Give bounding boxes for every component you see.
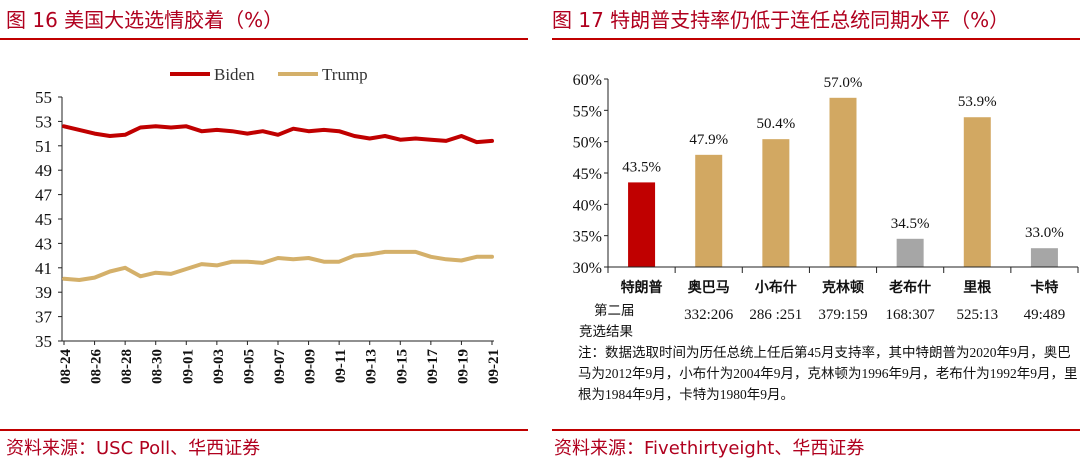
bar-chart: 30% 35% 40% 45% 50% 55% 60% 43.5% 特朗普 47.9% 奥巴马 332… [573,72,1079,340]
category-label: 特朗普 [621,279,663,296]
y-tick-label: 35 [35,332,52,351]
bar-value-label: 47.9% [689,132,728,148]
bar-value-label: 34.5% [891,216,930,232]
bar-value-label: 43.5% [622,159,661,175]
right-source-rule [552,429,1080,431]
x-tick-label: 08-24 [58,349,74,384]
bar-3 [762,139,790,267]
y-tick-label: 30% [573,260,602,277]
bar-value-label: 57.0% [824,75,863,91]
left-source: 资料来源：USC Poll、华西证券 [6,438,261,459]
legend-label-trump: Trump [322,65,368,84]
second-term-result: 49:489 [1024,307,1066,323]
row-label-second-term: 第二届 [594,302,635,319]
bar-6 [963,117,991,267]
y-tick-label: 47 [35,186,53,205]
x-tick-label: 09-21 [486,349,502,384]
bar-value-label: 50.4% [756,116,795,132]
right-panel-title: 图 17 特朗普支持率仍低于连任总统同期水平（%） [552,8,1010,32]
y-tick-label: 50% [573,135,602,152]
y-tick-label: 37 [35,308,53,327]
x-tick-label: 09-03 [211,349,227,384]
category-label: 里根 [963,279,992,296]
x-tick-label: 09-07 [272,349,288,384]
y-tick-label: 45 [35,210,52,229]
bar-1 [628,182,656,267]
y-tick-label: 51 [35,137,52,156]
x-tick-label: 08-30 [150,349,166,384]
x-tick-label: 09-13 [364,349,380,384]
bar-value-label: 33.0% [1025,225,1064,241]
right-title-rule [552,38,1080,40]
row-label-election-result: 竞选结果 [579,323,633,340]
x-tick-label: 08-26 [89,349,105,384]
legend-label-biden: Biden [214,65,255,84]
left-title-rule [0,38,528,40]
x-tick-label: 09-19 [455,349,471,384]
y-tick-label: 43 [35,234,52,253]
y-tick-label: 55% [573,103,602,120]
category-label: 克林顿 [822,279,864,296]
y-tick-label: 41 [35,259,52,278]
right-source: 资料来源：Fivethirtyeight、华西证券 [554,438,865,459]
second-term-result: 379:159 [818,307,867,323]
x-tick-label: 09-11 [333,349,349,383]
y-tick-label: 40% [573,197,602,214]
category-label: 老布什 [889,279,931,296]
y-tick-label: 49 [35,161,52,180]
second-term-result: 286 :251 [749,307,802,323]
x-tick-label: 08-28 [119,349,135,384]
chart-note: 注：数据选取时间为历任总统上任后第45月支持率，其中特朗普为2020年9月，奥巴… [578,345,1078,402]
bar-2 [695,154,723,267]
category-label: 奥巴马 [688,279,730,296]
bar-5 [896,238,924,267]
left-source-rule [0,429,528,431]
line-chart: 35 37 39 41 43 45 47 49 51 53 55 08-24 08-26 08-28 08-… [35,65,502,384]
bar-value-label: 53.9% [958,94,997,110]
second-term-result: 525:13 [956,307,998,323]
y-tick-label: 60% [573,72,602,89]
y-tick-label: 39 [35,283,52,302]
series-line-biden [62,124,494,145]
x-tick-label: 09-17 [425,349,441,384]
bar-7 [1030,248,1058,267]
second-term-result: 332:206 [684,307,734,323]
x-tick-label: 09-01 [180,349,196,384]
x-tick-label: 09-05 [241,349,257,384]
y-tick-label: 53 [35,112,52,131]
left-panel-title: 图 16 美国大选选情胶着（%） [6,8,284,32]
y-tick-label: 35% [573,229,602,246]
second-term-result: 168:307 [886,307,936,323]
x-tick-label: 09-15 [394,349,410,384]
category-label: 小布什 [755,279,797,296]
y-tick-label: 45% [573,166,602,183]
bar-4 [829,97,857,267]
series-line-trump [62,249,494,282]
category-label: 卡特 [1030,279,1058,296]
x-tick-label: 09-09 [303,349,319,384]
y-tick-label: 55 [35,88,52,107]
